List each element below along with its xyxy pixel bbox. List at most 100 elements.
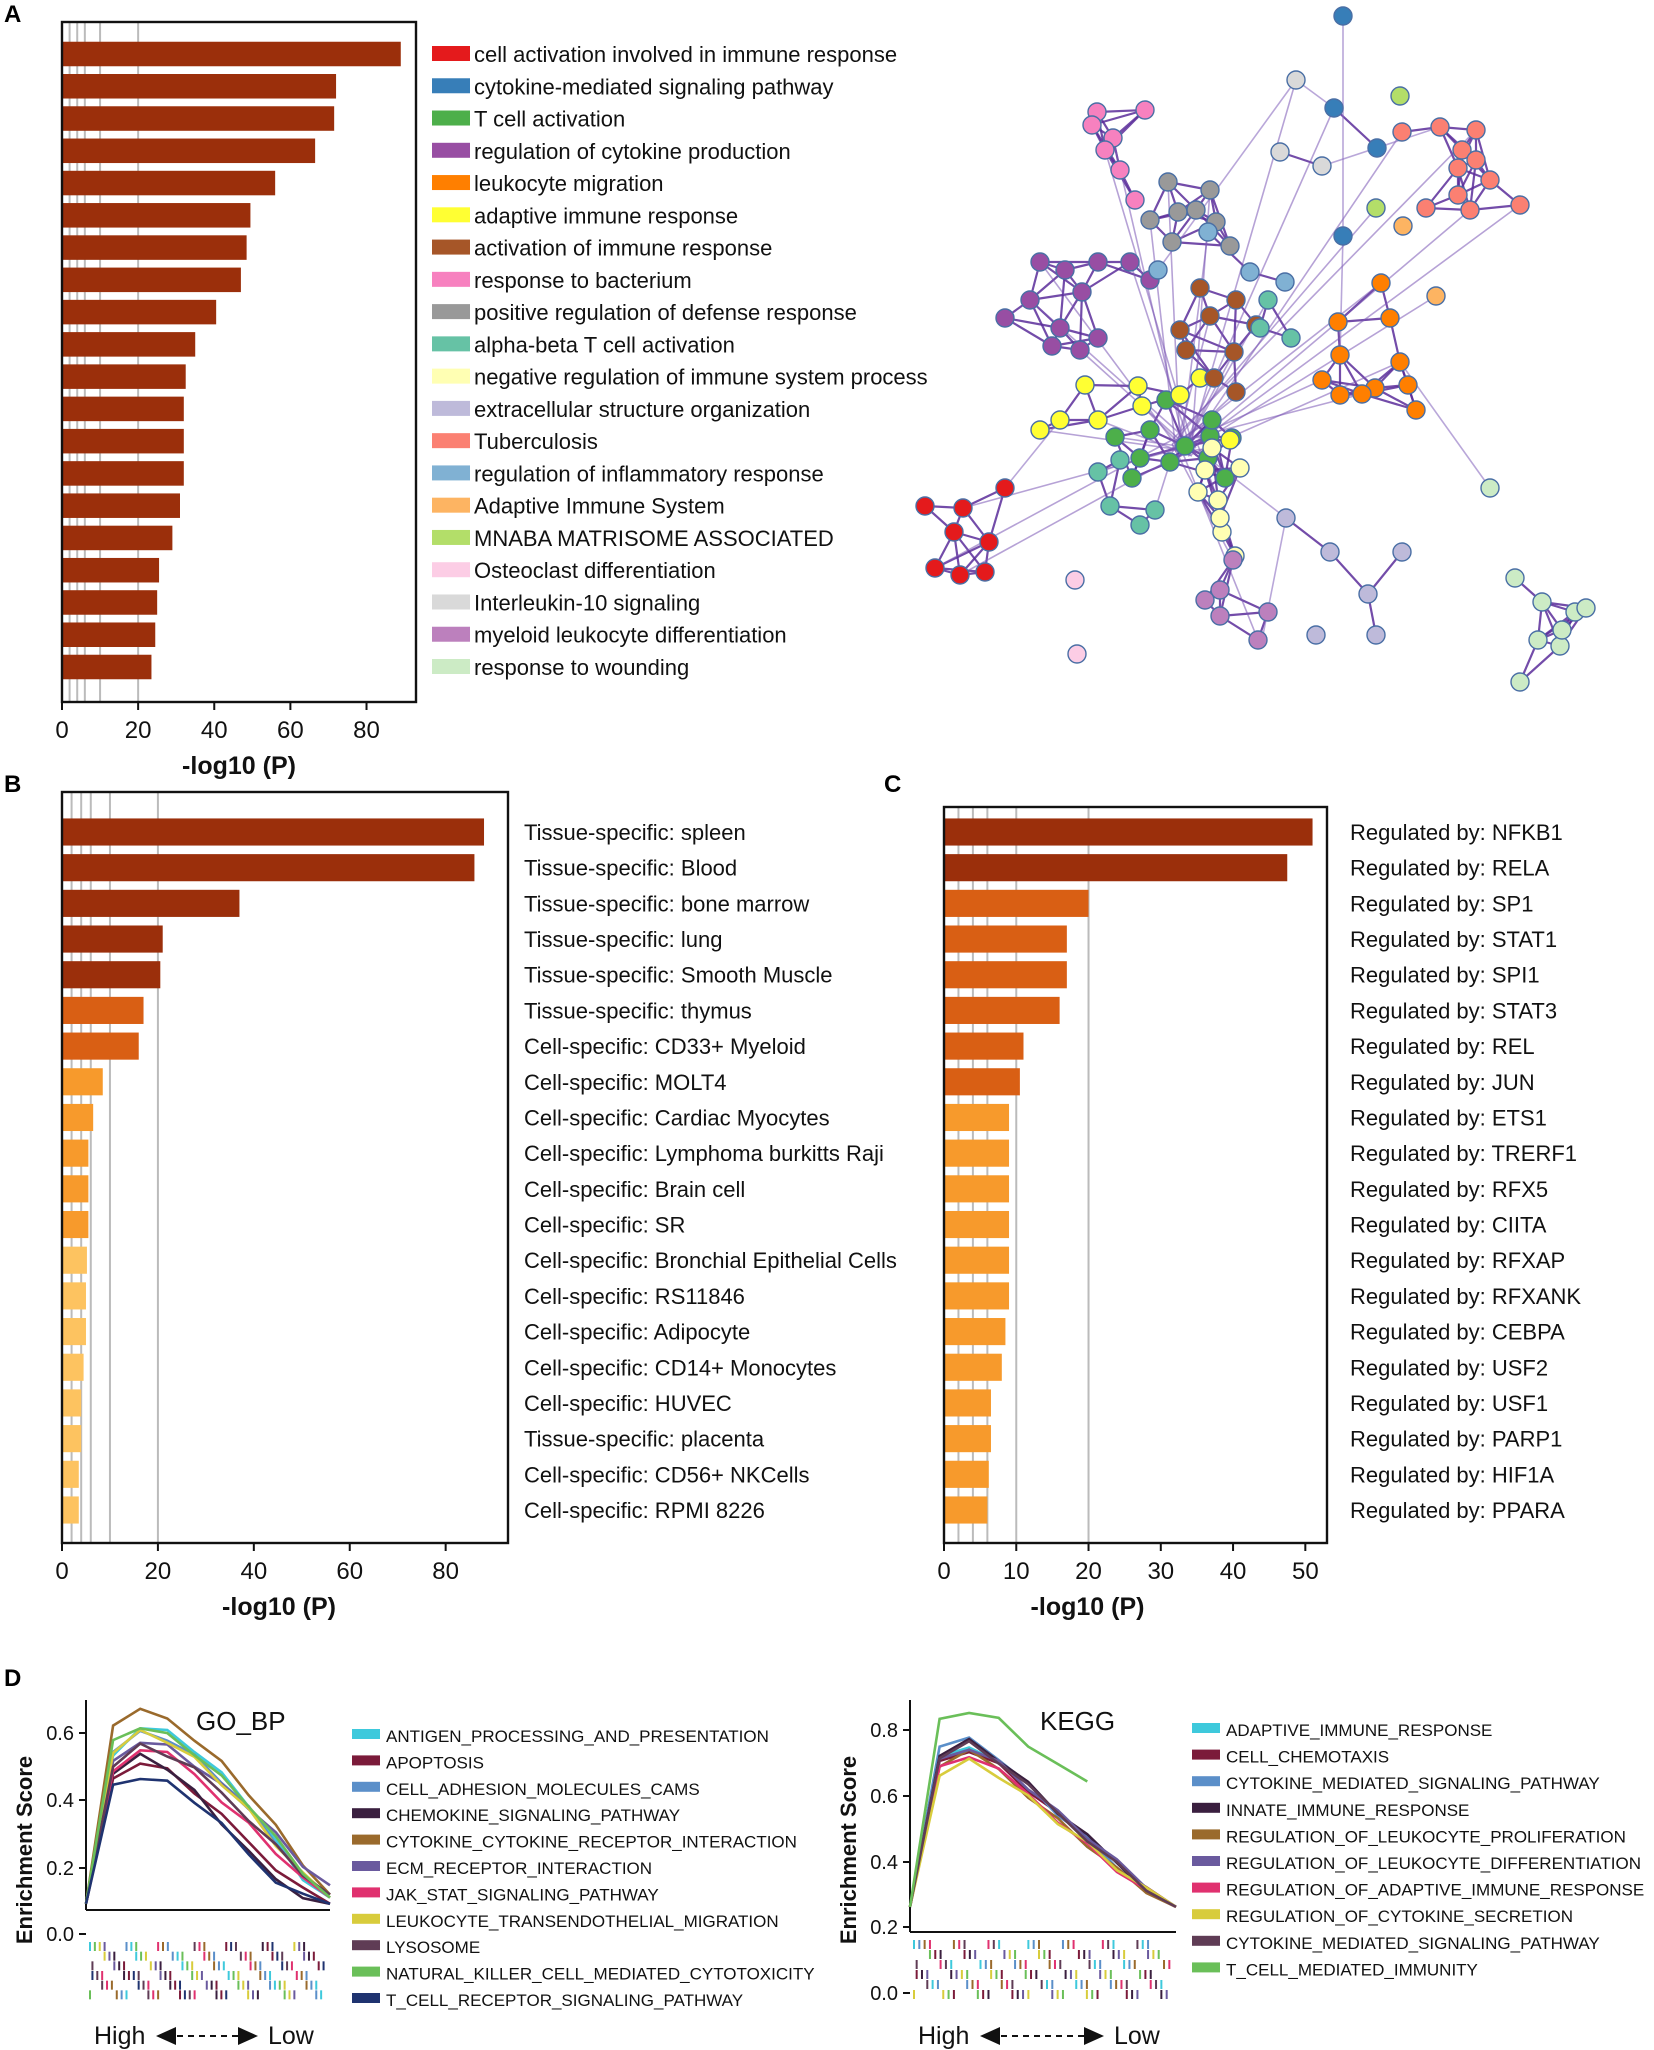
network-node (1195, 460, 1215, 480)
chart-b-category-label-16: Cell-specific: CD14+ Monocytes (524, 1355, 836, 1380)
chart-d1-series-line-10 (84, 1726, 331, 1905)
chart-a-bar-6 (62, 203, 251, 228)
panel-label-b: B (4, 771, 21, 798)
network-node (1110, 160, 1130, 180)
chart-a-bar-9 (62, 299, 217, 325)
chart-b-category-label-17: Cell-specific: HUVEC (524, 1391, 732, 1416)
chart-d2-legend-label-10: T_CELL_MEDIATED_IMMUNITY (1226, 1960, 1478, 1979)
chart-d2-ytick-label-2: 0.4 (870, 1852, 898, 1874)
network-node (1050, 318, 1070, 338)
chart-b-category-label-3: Tissue-specific: bone marrow (524, 891, 809, 916)
network-edge-long (1207, 457, 1287, 519)
chart-b-category-label-20: Cell-specific: RPMI 8226 (524, 1498, 765, 1523)
network-node (1320, 542, 1340, 562)
chart-d2-legend-swatch-6 (1192, 1856, 1220, 1866)
chart-b-xtick-label-3: 60 (336, 1558, 363, 1585)
network-node (1065, 570, 1085, 590)
network-edge (1179, 329, 1215, 379)
network-node (1020, 290, 1040, 310)
chart-c-category-label-4: Regulated by: STAT1 (1350, 927, 1557, 952)
chart-c-category-label-9: Regulated by: ETS1 (1350, 1105, 1547, 1130)
chart-a-xtick-label-0: 0 (55, 717, 68, 744)
chart-d2-legend-label-3: CYTOKINE_MEDIATED_SIGNALING_PATHWAY (1226, 1774, 1600, 1793)
network-edge-long (1149, 219, 1177, 453)
chart-c-bar-6 (944, 996, 1060, 1024)
network-node (975, 562, 995, 582)
chart-a-bar-4 (62, 138, 316, 164)
network-node (1333, 226, 1353, 246)
chart-d2-legend-label-5: REGULATION_OF_LEUKOCYTE_PROLIFERATION (1226, 1827, 1626, 1846)
network-node (1224, 342, 1244, 362)
chart-a-legend-label-15: Adaptive Immune System (474, 494, 725, 519)
network-node (1145, 500, 1165, 520)
network-edge-long (1104, 149, 1197, 457)
network-edge (1333, 107, 1378, 149)
network-edge-long (1179, 107, 1335, 457)
chart-b-bar-10 (62, 1139, 89, 1167)
chart-a-xlabel: -log10 (P) (182, 752, 296, 780)
network-node (1258, 602, 1278, 622)
chart-d1-xlabel-low: Low (268, 2022, 315, 2050)
network-node (1170, 320, 1190, 340)
network-node (1095, 140, 1115, 160)
network-node (1324, 98, 1344, 118)
chart-c-bar-12 (944, 1210, 1010, 1239)
network-node (953, 498, 973, 518)
chart-d1-ytick-label-3: 0.6 (46, 1723, 74, 1745)
chart-a-legend-swatch-11 (432, 368, 470, 384)
chart-c-bar-16 (944, 1353, 1002, 1381)
network-edge-long (1129, 261, 1193, 453)
chart-b-category-label-2: Tissue-specific: Blood (524, 856, 737, 881)
chart-d1-legend-label-5: CYTOKINE_CYTOKINE_RECEPTOR_INTERACTION (386, 1833, 797, 1852)
chart-c-bar-1 (944, 818, 1313, 846)
network-node (1371, 273, 1391, 293)
panel-label-a: A (4, 1, 21, 28)
chart-a-bar-7 (62, 235, 247, 260)
chart-d2-legend-swatch-7 (1192, 1882, 1220, 1893)
chart-b-bar-9 (62, 1103, 94, 1132)
chart-a-legend-label-14: regulation of inflammatory response (474, 461, 824, 486)
network-node (1358, 584, 1378, 604)
network-node (1366, 625, 1386, 645)
chart-c-bar-10 (944, 1139, 1010, 1167)
network-node (1202, 410, 1222, 430)
network-node (1088, 462, 1108, 482)
network-node (1230, 458, 1250, 478)
chart-d2-ytick-label-0: 0.0 (870, 1983, 898, 2005)
chart-b-category-label-4: Tissue-specific: lung (524, 927, 722, 952)
chart-b-category-label-5: Tissue-specific: Smooth Muscle (524, 963, 833, 988)
chart-c-category-label-11: Regulated by: RFX5 (1350, 1177, 1548, 1202)
network-node (1195, 590, 1215, 610)
network-edge-long (1187, 79, 1297, 453)
chart-c-category-label-13: Regulated by: RFXAP (1350, 1248, 1565, 1273)
chart-d2-legend-label-8: REGULATION_OF_CYTOKINE_SECRETION (1226, 1907, 1573, 1926)
chart-b-bar-7 (62, 1032, 139, 1060)
chart-d2-legend-label-2: CELL_CHEMOTAXIS (1226, 1748, 1389, 1767)
chart-b-xtick-label-0: 0 (55, 1558, 68, 1585)
chart-d2-ylabel: Enrichment Score (836, 1756, 861, 1944)
chart-c-bar-17 (944, 1389, 991, 1417)
chart-d1-arrow-left (156, 2027, 176, 2045)
chart-a-bar-20 (62, 654, 152, 680)
chart-c-bar-3 (944, 889, 1089, 917)
chart-a-legend-label-16: MNABA MATRISOME ASSOCIATED (474, 526, 834, 551)
chart-d1-series-line-2 (84, 1762, 331, 1905)
chart-d1-series-line-7 (84, 1748, 331, 1905)
chart-a-frame (60, 20, 418, 704)
chart-b-bar-chart: 0 20 40 60 80 -log10 (P) Tissue-specific: sple… (55, 790, 897, 1621)
network-edge-long (1171, 129, 1477, 441)
network-node (1286, 70, 1306, 90)
network-node (1275, 272, 1295, 292)
chart-d1-legend-label-10: NATURAL_KILLER_CELL_MEDIATED_CYTOTOXICIT… (386, 1965, 815, 1984)
chart-a-bar-1 (62, 41, 401, 67)
chart-d1-legend-swatch-2 (352, 1755, 380, 1766)
chart-d1-legend-label-4: CHEMOKINE_SIGNALING_PATHWAY (386, 1806, 680, 1825)
network-node (1466, 120, 1486, 140)
network-node (1190, 278, 1210, 298)
chart-a-legend-label-17: Osteoclast differentiation (474, 558, 716, 583)
chart-b-bar-15 (62, 1318, 86, 1346)
network-node (995, 308, 1015, 328)
chart-b-bar-20 (62, 1496, 79, 1524)
network-node (1088, 410, 1108, 430)
network-node (1200, 306, 1220, 326)
